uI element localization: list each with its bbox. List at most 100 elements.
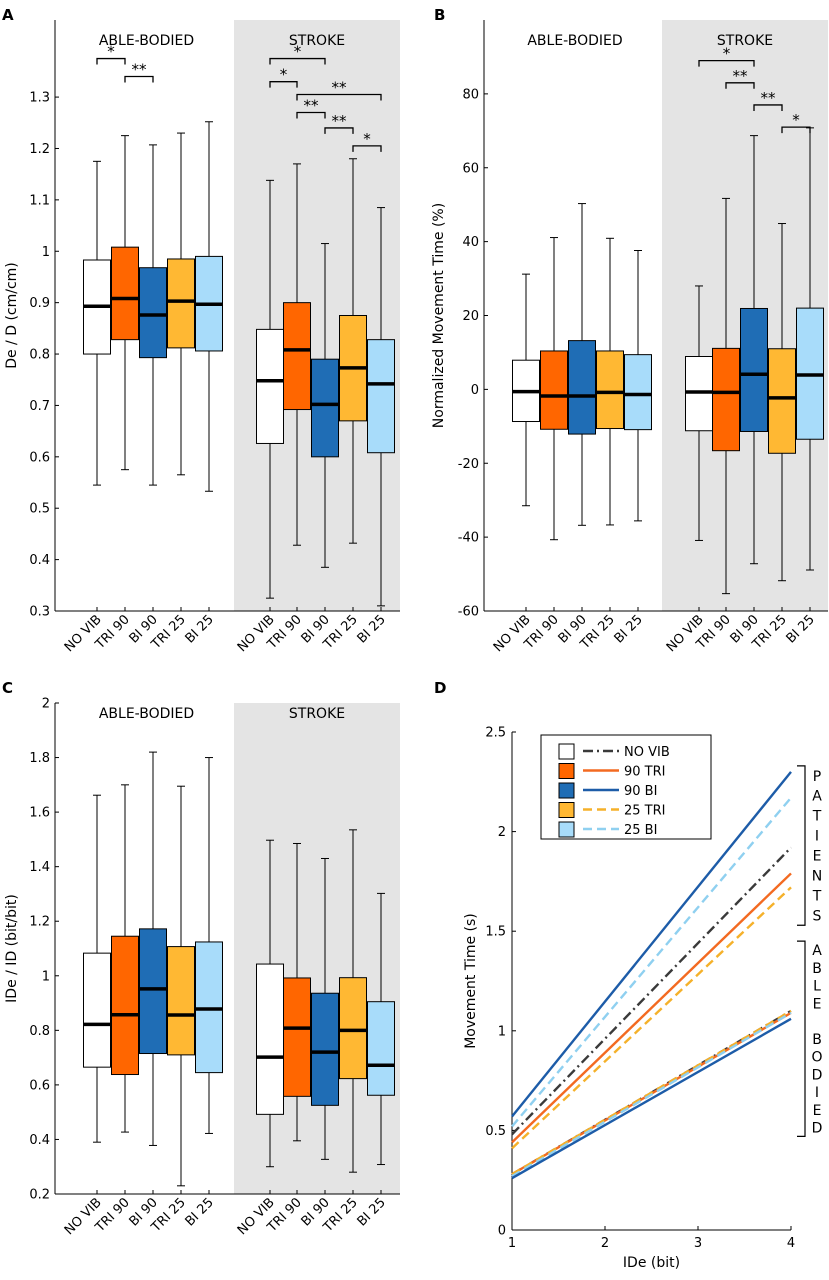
y-tick-label: 40 [462,235,479,250]
x-axis-label: IDe (bit) [623,1255,680,1271]
bracket-letter: O [811,1050,822,1066]
y-tick-label: 2 [498,825,506,840]
legend-label: NO VIB [624,745,670,760]
significance-bracket: * [352,130,382,152]
y-tick-label: 1.5 [485,925,506,940]
box-iqr [83,952,111,1068]
panel-a: A ABLE-BODIED STROKE 0.3 0.4 0.5 0.6 0.7 0.8 0.9 1… [2,6,400,655]
box-stroke-tri-90 [283,163,311,546]
x-tick-label-no-vib: NO VIB [491,612,534,655]
y-tick-label: 0.7 [29,399,50,414]
bracket-letter: D [812,1121,823,1137]
box-stroke-no-vib [256,179,284,599]
box-able-bodied-tri-90 [111,784,139,1133]
significance-stars: ** [733,67,749,85]
legend-swatch [558,802,575,818]
box-stroke-bi-90 [311,243,339,568]
significance-stars: ** [761,89,777,107]
panel-c: C ABLE-BODIED STROKE 0.2 0.4 0.6 0.8 1 1.2 1.4 1.6… [2,679,400,1238]
legend-swatch [558,763,575,779]
box-iqr [768,348,796,454]
box-able-bodied-bi-90 [139,144,167,486]
box-able-bodied-bi-25 [624,249,652,522]
bracket-line [124,75,154,83]
significance-bracket: ** [296,79,382,101]
box-iqr [256,963,284,1115]
bracket-letter: P [813,769,821,785]
x-tick-label-bi-25: BI 25 [784,612,818,646]
group-label-stroke: STROKE [289,706,345,722]
significance-stars: * [363,130,371,148]
y-tick-label: 0.6 [29,1078,50,1093]
y-tick-label: 1.3 [29,91,50,106]
significance-stars: * [107,43,115,61]
box-iqr [624,354,652,431]
bracket-line [797,940,806,1137]
box-able-bodied-tri-25 [596,237,624,526]
y-tick-label: 0.8 [29,348,50,363]
panel-b: B ABLE-BODIED STROKE -60 -40 -20 0 20 40 60 80 Norm… [431,6,828,655]
y-tick-label: 2 [42,697,50,712]
y-tick-label: 2.5 [485,726,506,741]
box-iqr [740,307,768,432]
y-tick-label: 0.3 [29,605,50,620]
box-iqr [139,928,167,1055]
y-tick-label: 20 [462,309,479,324]
x-tick-label: 2 [601,1236,609,1251]
legend-item-90-tri: 90 TRI [558,763,665,780]
bracket-letter: N [812,868,822,884]
significance-stars: ** [332,79,348,97]
significance-stars: ** [132,61,148,79]
y-axis-label: IDe / ID (bit/bit) [4,894,20,1003]
y-axis-label: Normalized Movement Time (%) [431,203,447,428]
box-iqr [139,267,167,359]
legend-label: 25 TRI [624,804,665,819]
box-iqr [111,935,139,1076]
bracket-letter: B [812,1032,822,1048]
box-iqr [195,941,223,1074]
x-tick-label: 4 [787,1236,795,1251]
y-axis-label: Movement Time (s) [463,913,479,1049]
series-line-patients-90-tri [511,872,792,1144]
y-tick-label: 1.8 [29,751,50,766]
series-line-able-bodied-25-bi [511,1011,792,1178]
y-tick-label: 1 [42,969,50,984]
x-tick-label-bi-25: BI 25 [355,612,389,646]
group-label-able-bodied: ABLE-BODIED [527,33,622,49]
box-stroke-bi-25 [367,892,395,1166]
box-iqr [167,258,195,349]
y-tick-label: 1.6 [29,806,50,821]
y-tick-label: -60 [458,605,479,620]
y-tick-label: 0.2 [29,1188,50,1203]
legend-swatch [558,782,575,799]
group-label-stroke: STROKE [717,33,773,49]
y-tick-label: 0 [498,1224,506,1239]
y-tick-label: 0 [471,383,479,398]
bracket-letter: S [813,908,822,924]
legend: NO VIB 90 TRI 90 BI 25 TRI 25 BI [540,734,712,840]
x-tick-label-bi-25: BI 25 [355,1195,389,1229]
box-able-bodied-tri-25 [167,132,195,476]
y-tick-label: 1.2 [29,915,50,930]
series-line-patients-no-vib [511,846,792,1136]
box-iqr [596,350,624,430]
panel-letter-a: A [2,6,14,24]
stroke-group-background [234,20,400,611]
box-iqr [111,246,139,341]
significance-bracket: * [781,111,811,134]
box-iqr [540,350,568,430]
y-axis-label: De / D (cm/cm) [4,262,20,369]
y-tick-label: -40 [458,531,479,546]
bracket-line [698,59,755,67]
box-iqr [311,992,339,1106]
box-stroke-tri-25 [339,158,367,544]
significance-bracket: ** [725,67,755,89]
panel-letter-c: C [2,679,13,697]
x-tick-label-bi-25: BI 25 [183,1195,217,1229]
bracket-letter: T [812,809,822,825]
y-tick-label: 0.5 [485,1124,506,1139]
significance-bracket: ** [124,61,154,83]
box-able-bodied-no-vib [83,160,111,486]
